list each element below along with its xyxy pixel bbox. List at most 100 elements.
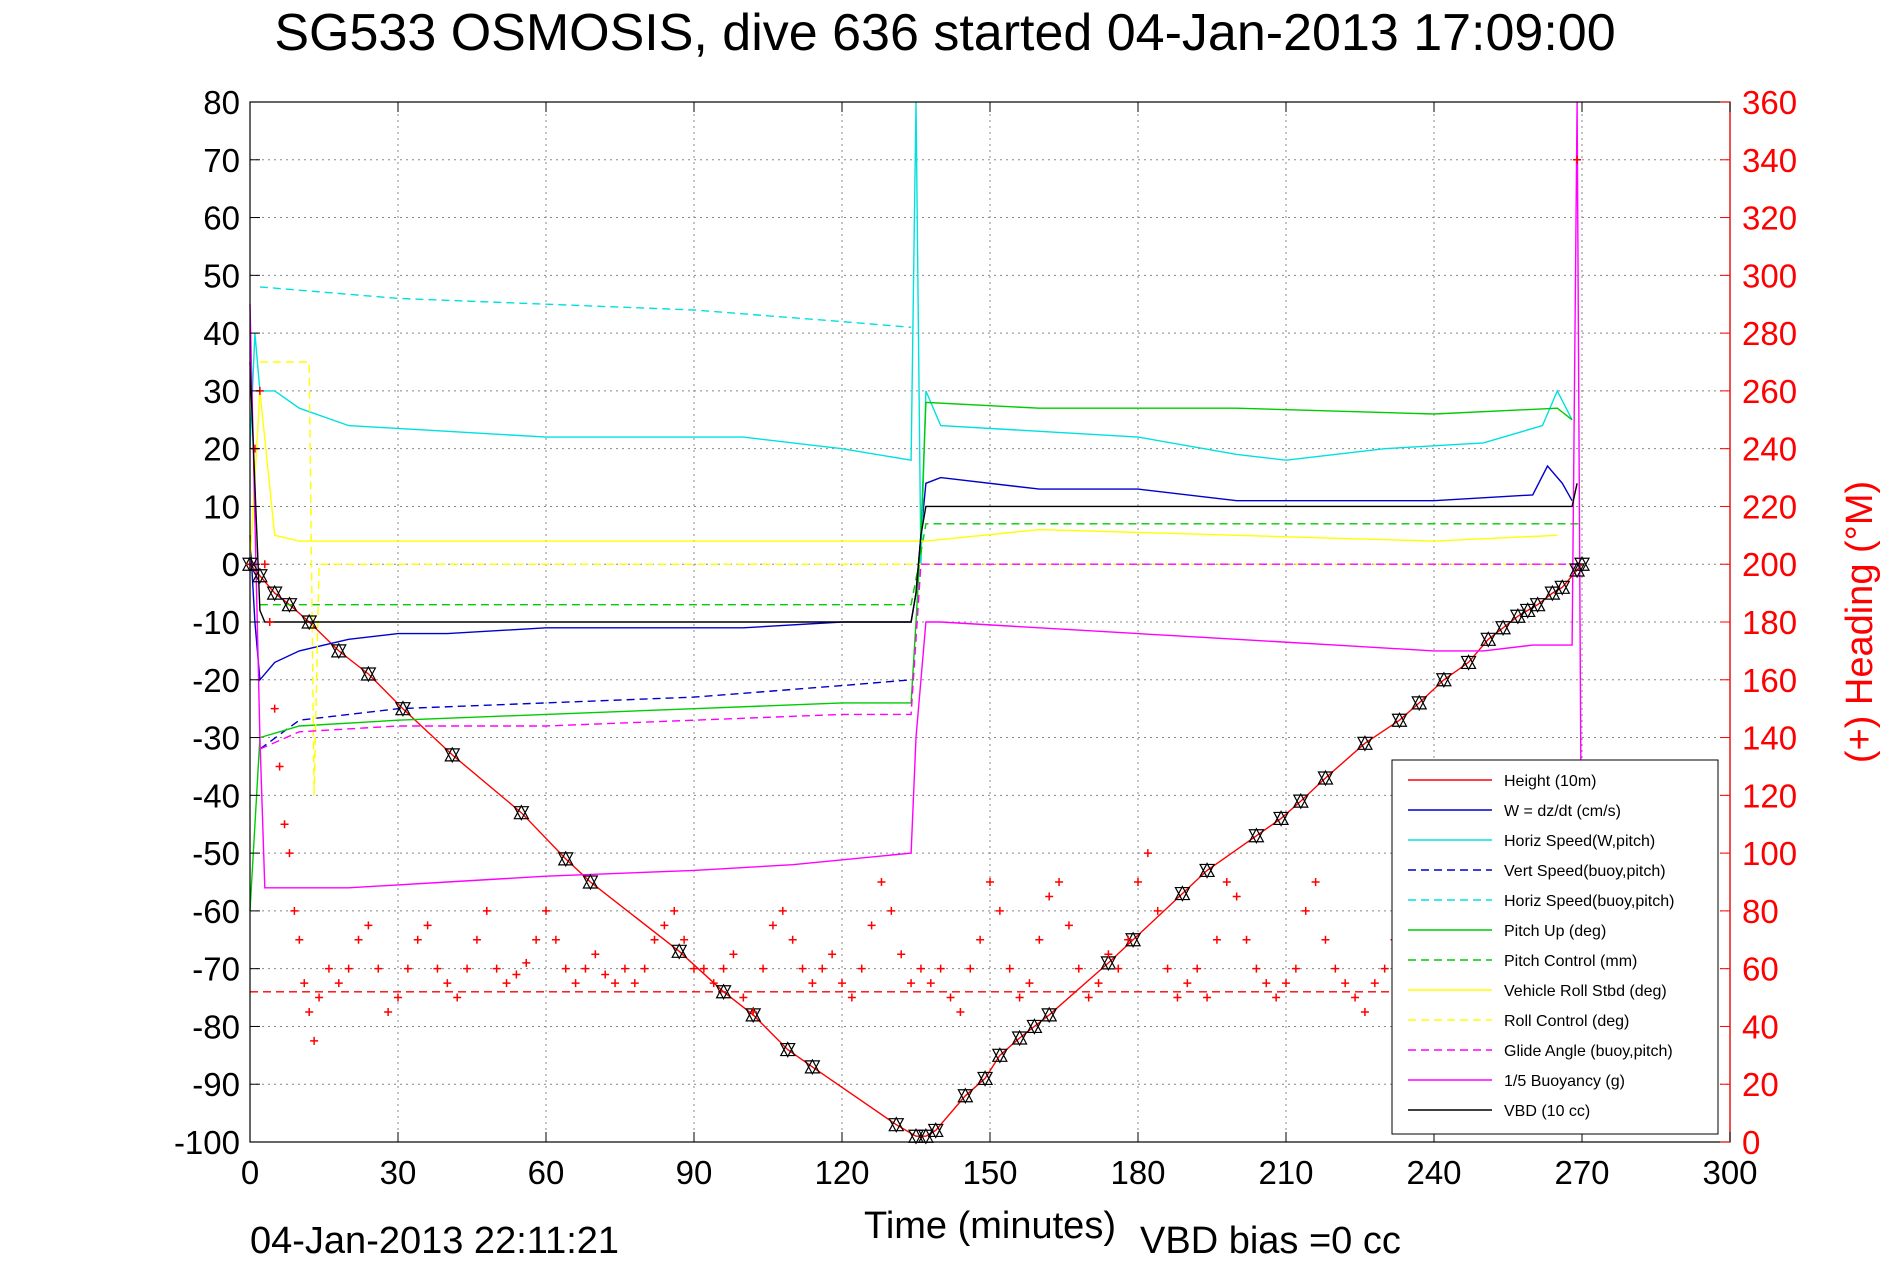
heading-m-point (867, 921, 876, 930)
x-tick-label: 210 (1258, 1154, 1313, 1191)
heading-m-point (640, 964, 649, 973)
y2-tick-label: 160 (1742, 662, 1797, 699)
heading-m-point (1183, 979, 1192, 988)
heading-m-point (966, 964, 975, 973)
heading-m-point (1212, 935, 1221, 944)
legend-entry-label: Horiz Speed(buoy,pitch) (1504, 893, 1674, 910)
heading-m-point (300, 979, 309, 988)
heading-m-point (1370, 979, 1379, 988)
y-tick-label: 0 (222, 546, 240, 583)
height-markers-10m-marker (1041, 1006, 1058, 1024)
marker-group (241, 155, 1591, 1145)
heading-m-point (680, 935, 689, 944)
height-markers-10m-marker (1391, 711, 1408, 729)
legend-box (1391, 759, 1719, 1135)
series-group (249, 101, 1583, 1137)
height-markers-10m-marker (1460, 654, 1477, 671)
heading-m-point (995, 906, 1004, 915)
height-markers-10m-marker (927, 1122, 944, 1139)
heading-m-point (591, 950, 600, 959)
heading-m-point (719, 964, 728, 973)
height-markers-10m-marker (888, 1116, 905, 1133)
height-markers-10m-marker (1248, 827, 1265, 845)
y2-tick-label: 220 (1742, 488, 1797, 525)
heading-m-point (472, 935, 481, 944)
y-tick-label: -50 (192, 835, 240, 872)
y-tick-label: 10 (203, 488, 240, 525)
pitch-control-mm-line (259, 523, 1582, 606)
legend-entry-label: Vert Speed(buoy,pitch) (1504, 863, 1666, 880)
height-markers-10m-marker (671, 943, 688, 960)
x-tick-label: 240 (1406, 1154, 1461, 1191)
heading-m-point (611, 979, 620, 988)
pitch-up-deg-line (249, 401, 1573, 911)
height-markers-10m-marker (513, 804, 530, 821)
heading-m-point (1124, 935, 1133, 944)
legend-entry-label: Pitch Up (deg) (1504, 923, 1606, 940)
heading-m-point (1203, 993, 1212, 1002)
heading-m-point (986, 878, 994, 886)
heading-m-point (324, 964, 333, 973)
heading-m-point (364, 921, 373, 930)
heading-m-point (877, 878, 886, 886)
heading-m-point (265, 618, 274, 626)
y-tick-label: -70 (192, 951, 240, 988)
y-tick-label: 20 (203, 431, 240, 468)
heading-m-point (749, 1008, 758, 1016)
heading-m-point (354, 935, 363, 944)
right-axis-title: (+) Heading (°M) (1839, 481, 1881, 763)
x-tick-label: 150 (962, 1154, 1017, 1191)
height-markers-10m-marker (1554, 579, 1571, 596)
heading-m-point (285, 849, 294, 858)
height-markers-10m-marker (1317, 769, 1334, 787)
y2-tick-label: 260 (1742, 373, 1797, 410)
y-tick-label: -60 (192, 893, 240, 930)
height-markers-10m-marker (1529, 596, 1546, 613)
height-markers-10m-marker (1174, 885, 1191, 902)
heading-m-point (788, 935, 797, 944)
heading-m-point (1291, 964, 1300, 973)
legend-entry-label: 1/5 Buoyancy (g) (1504, 1073, 1625, 1090)
heading-m-point (1114, 964, 1123, 973)
heading-m-point (260, 560, 269, 569)
heading-m-point (310, 1036, 319, 1045)
height-markers-10m-marker (251, 567, 268, 585)
height-markers-10m-marker (582, 873, 599, 891)
heading-m-point (1360, 1008, 1369, 1016)
x-tick-label: 0 (241, 1154, 259, 1191)
chart-legend: Height (10m) W = dz/dt (cm/s) Horiz Speed(… (1391, 759, 1719, 1135)
heading-m-point (838, 979, 846, 988)
heading-m-point (1153, 906, 1162, 915)
heading-m-point (270, 704, 279, 713)
height-markers-10m-marker (360, 665, 377, 683)
heading-m-point (887, 906, 896, 915)
x-tick-label: 120 (814, 1154, 869, 1191)
heading-m-point (601, 970, 610, 979)
y2-tick-label: 240 (1742, 431, 1797, 468)
y-tick-label: 50 (203, 257, 240, 294)
y-tick-label: 30 (203, 373, 240, 410)
y2-tick-label: 360 (1742, 84, 1797, 121)
y-tick-label: -20 (192, 662, 240, 699)
heading-m-point (344, 964, 353, 973)
height-markers-10m-marker (1011, 1029, 1028, 1047)
y2-tick-label: 340 (1742, 142, 1797, 179)
height-markers-10m-marker (804, 1058, 821, 1076)
heading-m-point (1262, 979, 1271, 988)
y2-tick-label: 20 (1742, 1066, 1779, 1103)
heading-m-point (1055, 878, 1064, 886)
footer-timestamp: 04-Jan-2013 22:11:21 (250, 1220, 619, 1262)
heading-m-point (463, 964, 472, 973)
height-markers-10m-marker (281, 596, 298, 613)
heading-m-point (630, 979, 639, 988)
heading-m-point (1163, 964, 1172, 973)
heading-m-point (916, 964, 925, 973)
legend-entry-label: Vehicle Roll Stbd (deg) (1504, 983, 1667, 1000)
heading-m-point (946, 993, 955, 1002)
heading-m-point (413, 935, 422, 944)
height-markers-10m-marker (957, 1087, 974, 1105)
heading-m-point (1193, 964, 1202, 973)
x-tick-label: 180 (1110, 1154, 1165, 1191)
x-axis-title: Time (minutes) (864, 1205, 1116, 1247)
